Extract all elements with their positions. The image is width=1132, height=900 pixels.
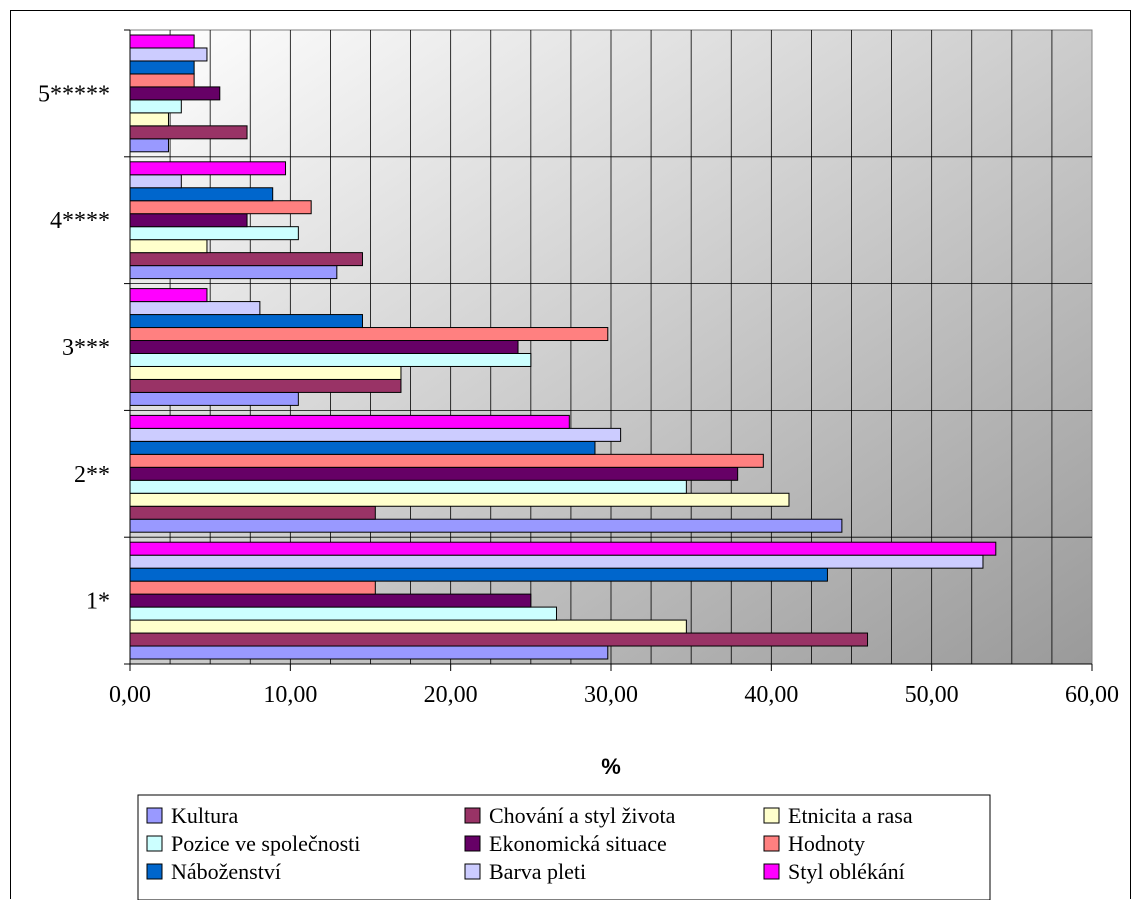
bar — [129, 288, 208, 303]
legend-label: Ekonomická situace — [489, 831, 667, 856]
x-tick-label: 50,00 — [905, 682, 959, 708]
x-tick-label: 20,00 — [424, 682, 478, 708]
legend-swatch — [763, 863, 780, 880]
bar — [129, 252, 363, 267]
bar — [129, 466, 739, 481]
bar — [129, 518, 843, 533]
x-axis-title: % — [601, 754, 621, 779]
legend-label: Kultura — [171, 803, 238, 828]
legend-swatch — [464, 807, 481, 824]
bar — [129, 60, 195, 75]
bar — [129, 213, 248, 228]
bar — [129, 414, 570, 429]
bar — [129, 352, 532, 367]
bars — [129, 34, 997, 660]
category-label: 1* — [86, 589, 110, 615]
x-tick-label: 60,00 — [1065, 682, 1119, 708]
bar — [129, 327, 609, 342]
bar — [129, 593, 532, 608]
bar — [129, 99, 182, 114]
bar — [129, 632, 869, 647]
bar — [129, 47, 208, 62]
legend-label: Barva pleti — [489, 859, 586, 884]
legend-label: Pozice ve společnosti — [171, 831, 360, 856]
axes — [124, 29, 1093, 671]
x-tick-label: 40,00 — [744, 682, 798, 708]
bar — [129, 34, 195, 49]
bar — [129, 479, 687, 494]
bar — [129, 440, 596, 455]
bar — [129, 378, 402, 393]
bar — [129, 541, 997, 556]
legend-swatch — [146, 835, 163, 852]
bar — [129, 265, 338, 280]
bar — [129, 427, 622, 442]
legend-swatch — [464, 863, 481, 880]
legend-swatch — [146, 807, 163, 824]
legend-swatch — [763, 807, 780, 824]
bar — [129, 187, 274, 202]
bar — [129, 365, 402, 380]
category-labels: 1* 2** 3*** 4**** 5***** — [38, 81, 110, 614]
bar — [129, 73, 195, 88]
x-tick-label: 10,00 — [263, 682, 317, 708]
bar — [129, 301, 261, 316]
bar — [129, 567, 828, 582]
bar — [129, 112, 169, 127]
bar — [129, 174, 182, 189]
legend-label: Styl oblékání — [788, 859, 905, 884]
bar — [129, 619, 687, 634]
bar — [129, 554, 984, 569]
legend-swatch — [146, 863, 163, 880]
bar — [129, 86, 221, 101]
legend-swatch — [763, 835, 780, 852]
bar — [129, 125, 248, 140]
category-label: 5***** — [38, 81, 110, 107]
legend-label: Hodnoty — [788, 831, 865, 856]
category-label: 4**** — [50, 208, 110, 234]
bar — [129, 138, 169, 153]
bar — [129, 226, 299, 241]
legend-label: Náboženství — [171, 859, 281, 884]
bar — [129, 606, 557, 621]
bar — [129, 505, 376, 520]
legend-box — [137, 794, 991, 900]
legend-label: Etnicita a rasa — [788, 803, 913, 828]
legend-swatch — [464, 835, 481, 852]
x-tick-label: 0,00 — [109, 682, 151, 708]
bar — [129, 645, 609, 660]
x-tick-labels: 0,00 10,00 20,00 30,00 40,00 50,00 60,00 — [109, 682, 1119, 708]
legend-label: Chování a styl života — [489, 803, 676, 828]
bar — [129, 314, 363, 329]
bar — [129, 453, 764, 468]
bar — [129, 492, 790, 507]
bar — [129, 580, 376, 595]
bar — [129, 239, 208, 254]
bar — [129, 161, 287, 176]
x-tick-label: 30,00 — [584, 682, 638, 708]
category-label: 3*** — [62, 335, 110, 361]
bar — [129, 200, 312, 215]
bar — [129, 340, 519, 354]
category-label: 2** — [74, 462, 110, 488]
bar — [129, 391, 299, 406]
legend: Kultura Chování a styl života Etnicita a r… — [137, 794, 991, 900]
